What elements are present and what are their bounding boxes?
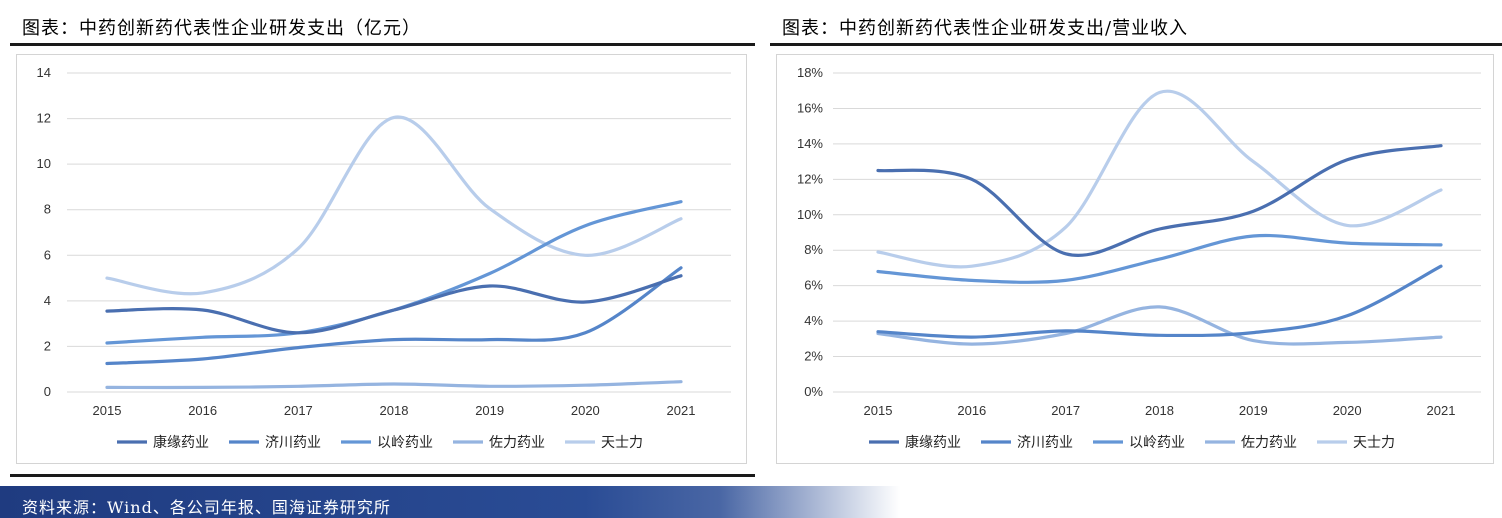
right-x-tick-label: 2017	[1051, 403, 1080, 418]
right-y-tick-label: 6%	[804, 278, 823, 293]
left-legend-label: 佐力药业	[489, 435, 545, 451]
right-chart-title: 图表：中药创新药代表性企业研发支出/营业收入	[782, 18, 1189, 39]
left-series-line-4	[105, 380, 683, 390]
right-legend-label: 以岭药业	[1129, 435, 1185, 451]
right-y-tick-label: 10%	[797, 207, 823, 222]
right-legend-label: 佐力药业	[1241, 435, 1297, 451]
left-title-rule	[10, 43, 755, 46]
left-legend-label: 康缘药业	[153, 434, 209, 451]
right-chart-frame: 0% 2% 4% 6% 8% 10% 12% 14% 16% 18% 2015 2016 2017 201…	[776, 54, 1494, 464]
right-x-tick-label: 2018	[1145, 403, 1174, 418]
left-series-line-2	[105, 266, 683, 366]
left-chart-frame: 0 2 4 6 8 10 12 14 2015 2016 2017 2018 2019 2020 2021 康…	[16, 54, 747, 464]
left-series-line-1	[105, 274, 683, 335]
left-x-tick-label: 2016	[188, 403, 217, 418]
right-legend-label: 天士力	[1353, 435, 1395, 451]
right-legend-label: 康缘药业	[905, 434, 961, 451]
left-legend-label: 济川药业	[265, 435, 321, 451]
right-series-line-3	[876, 233, 1443, 284]
left-y-tick-label: 0	[44, 384, 51, 399]
right-x-tick-label: 2020	[1333, 403, 1362, 418]
left-y-tick-label: 4	[44, 293, 51, 308]
right-series-line-2	[876, 264, 1443, 339]
left-line-chart: 0 2 4 6 8 10 12 14 2015 2016 2017 2018 2019 2020 2021 康…	[37, 65, 731, 451]
left-y-tick-label: 10	[37, 156, 51, 171]
right-series-line-1	[876, 144, 1443, 257]
right-x-tick-label: 2016	[957, 403, 986, 418]
left-y-tick-label: 14	[37, 65, 51, 80]
left-y-tick-label: 12	[37, 111, 51, 126]
source-bar	[0, 486, 900, 518]
left-y-tick-label: 6	[44, 247, 51, 262]
left-x-tick-label: 2018	[380, 403, 409, 418]
left-x-tick-label: 2019	[475, 403, 504, 418]
left-x-tick-label: 2015	[93, 403, 122, 418]
right-y-tick-label: 12%	[797, 171, 823, 186]
right-legend-label: 济川药业	[1017, 435, 1073, 451]
right-series-line-5	[876, 89, 1443, 269]
left-series-line-3	[105, 200, 683, 345]
left-chart-title: 图表：中药创新药代表性企业研发支出（亿元）	[22, 18, 421, 39]
right-chart-panel: 图表：中药创新药代表性企业研发支出/营业收入 0% 2% 4% 6% 8% 10% 12% 1…	[770, 0, 1502, 470]
right-line-chart: 0% 2% 4% 6% 8% 10% 12% 14% 16% 18% 2015 2016 2017 201…	[797, 65, 1481, 451]
right-y-tick-label: 16%	[797, 100, 823, 115]
right-title-rule	[770, 43, 1502, 46]
left-x-tick-label: 2021	[667, 403, 696, 418]
right-series-line-4	[876, 305, 1443, 346]
source-note: 资料来源：Wind、各公司年报、国海证券研究所	[22, 498, 391, 517]
left-chart-panel: 图表：中药创新药代表性企业研发支出（亿元） 0 2 4 6 8 10 12 14 2015 201…	[10, 0, 755, 477]
left-x-tick-label: 2020	[571, 403, 600, 418]
right-x-tick-label: 2015	[864, 403, 893, 418]
left-y-tick-label: 8	[44, 202, 51, 217]
left-y-tick-label: 2	[44, 338, 51, 353]
right-x-tick-label: 2019	[1239, 403, 1268, 418]
left-series-line-5	[105, 115, 683, 296]
left-bottom-rule	[10, 474, 755, 477]
left-legend-label: 天士力	[601, 435, 643, 451]
right-x-tick-label: 2021	[1427, 403, 1456, 418]
left-x-tick-label: 2017	[284, 403, 313, 418]
left-legend-label: 以岭药业	[377, 435, 433, 451]
right-y-tick-label: 18%	[797, 65, 823, 80]
right-y-tick-label: 14%	[797, 136, 823, 151]
right-y-tick-label: 8%	[804, 242, 823, 257]
right-y-tick-label: 4%	[804, 313, 823, 328]
right-y-tick-label: 2%	[804, 349, 823, 364]
right-y-tick-label: 0%	[804, 384, 823, 399]
